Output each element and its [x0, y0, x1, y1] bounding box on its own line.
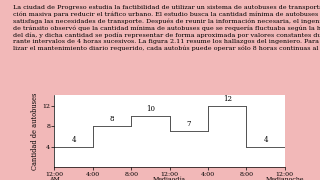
Text: 7: 7 [187, 120, 191, 128]
Text: 10: 10 [146, 105, 155, 113]
Y-axis label: Cantidad de autobuses: Cantidad de autobuses [31, 93, 39, 170]
Text: 4: 4 [71, 136, 76, 144]
Text: 4: 4 [263, 136, 268, 144]
Text: La ciudad de Progreso estudia la factibilidad de utilizar un sistema de autobuse: La ciudad de Progreso estudia la factibi… [12, 5, 320, 51]
Text: 12: 12 [223, 95, 232, 103]
Text: 8: 8 [110, 115, 114, 123]
